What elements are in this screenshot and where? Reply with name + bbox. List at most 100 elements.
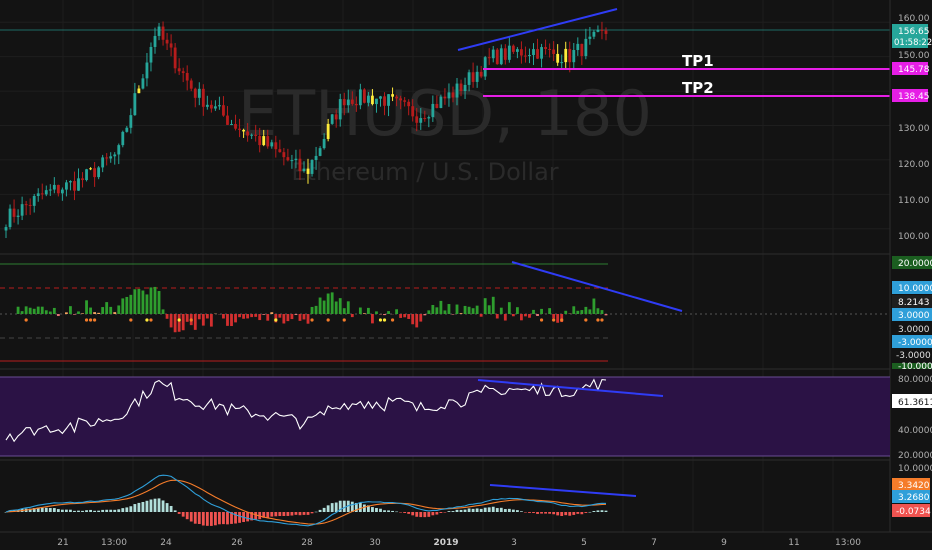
osc-bar xyxy=(157,291,161,314)
osc-bar xyxy=(73,314,76,315)
osc-dot xyxy=(596,318,600,322)
candle-body xyxy=(60,189,64,194)
rsi-band xyxy=(0,377,890,456)
osc-dot xyxy=(145,318,149,322)
candle-body xyxy=(431,103,435,118)
osc-bar xyxy=(81,313,84,314)
rsi-tick-40: 40.0000 xyxy=(898,426,932,436)
candle-body xyxy=(600,29,604,31)
osc-bar xyxy=(415,314,419,328)
osc-bar xyxy=(387,311,390,314)
time-label: 13:00 xyxy=(835,538,861,548)
macd-hist-bar xyxy=(157,498,161,512)
osc-bar xyxy=(20,311,24,314)
macd-hist-bar xyxy=(246,512,250,522)
osc-tag-cut-value: -10.0000 xyxy=(898,362,932,372)
oscillator-panel[interactable] xyxy=(0,261,890,362)
macd-trendline[interactable] xyxy=(489,484,637,497)
macd-hist-bar xyxy=(218,512,221,525)
candle-body xyxy=(338,99,342,120)
macd-hist-bar xyxy=(459,509,463,512)
macd-hist-bar xyxy=(262,512,266,518)
osc-bar xyxy=(298,314,302,321)
macd-hist-bar xyxy=(60,509,64,512)
hist-tag xyxy=(892,504,930,517)
osc-dot xyxy=(539,318,544,322)
time-axis[interactable]: 21 13:00 24 26 28 30 2019 3 5 7 9 11 13:… xyxy=(57,538,861,548)
rsi-tick-80: 80.0000 xyxy=(898,375,932,385)
macd-hist-bar xyxy=(4,512,8,513)
candle-body xyxy=(145,62,149,79)
candle-body xyxy=(515,49,519,52)
candle-body xyxy=(258,135,262,146)
osc-bar xyxy=(294,314,298,316)
main-trendline[interactable] xyxy=(457,8,618,51)
candle-body xyxy=(342,99,346,106)
candle-body xyxy=(367,95,370,103)
macd-hist-bar xyxy=(40,507,44,512)
rsi-trendline[interactable] xyxy=(477,379,664,397)
rsi-value: 61.3611 xyxy=(898,398,932,408)
macd-hist-bar xyxy=(495,508,499,512)
price-tick: 130.00 xyxy=(898,124,930,134)
osc-bar xyxy=(101,307,105,314)
candle-body xyxy=(234,124,237,129)
candle-body xyxy=(8,208,12,228)
osc-bar xyxy=(274,314,278,323)
osc-bar xyxy=(133,289,137,314)
osc-bar xyxy=(97,312,101,314)
macd-hist-bar xyxy=(101,509,105,512)
candle-body xyxy=(89,168,92,170)
osc-bar xyxy=(121,298,125,314)
rsi-panel[interactable] xyxy=(0,376,890,457)
macd-hist-bar xyxy=(487,507,491,512)
macd-hist-bar xyxy=(491,506,495,512)
candle-body xyxy=(230,124,233,126)
rsi-tick-20: 20.0000 xyxy=(898,451,932,461)
macd-hist-bar xyxy=(105,509,109,512)
macd-tag xyxy=(892,490,930,503)
osc-bar xyxy=(65,312,68,314)
osc-bar xyxy=(129,294,133,314)
osc-bar xyxy=(197,314,201,320)
candle-body xyxy=(65,182,68,190)
osc-trendline[interactable] xyxy=(511,261,683,312)
osc-bar xyxy=(306,314,310,324)
macd-hist-bar xyxy=(576,512,580,514)
macd-hist-bar xyxy=(189,512,193,522)
osc-bar xyxy=(362,313,366,314)
candle-body xyxy=(218,105,221,107)
macd-hist-bar xyxy=(193,512,197,524)
osc-bar xyxy=(411,314,415,325)
macd-hist-bar xyxy=(322,507,326,512)
price-panel[interactable]: TP1 TP2 xyxy=(0,8,890,239)
macd-hist-bar xyxy=(173,510,177,512)
macd-hist-bar xyxy=(503,509,507,512)
price-tick: 110.00 xyxy=(898,196,930,206)
macd-hist-bar xyxy=(326,505,330,512)
candle-body xyxy=(193,88,197,98)
osc-bar xyxy=(105,302,109,314)
osc-bar xyxy=(242,314,245,319)
macd-hist-bar xyxy=(125,507,129,512)
osc-tag-10-value: 10.0000 xyxy=(898,284,932,294)
candle-body xyxy=(455,83,459,98)
candle-body xyxy=(169,43,173,48)
osc-bar xyxy=(511,314,515,317)
candle-body xyxy=(97,167,101,178)
candle-body xyxy=(56,184,60,194)
candle-body xyxy=(395,96,399,99)
osc-bar xyxy=(149,287,153,314)
candle-body xyxy=(568,48,572,63)
candle-body xyxy=(588,36,592,39)
candle-body xyxy=(407,101,411,107)
candle-body xyxy=(362,89,366,103)
price-axis[interactable]: 160.00 150.00 130.00 120.00 110.00 100.0… xyxy=(892,14,932,517)
macd-hist-bar xyxy=(536,512,539,514)
macd-panel[interactable] xyxy=(4,474,637,527)
macd-hist-bar xyxy=(568,512,572,516)
osc-bar xyxy=(52,307,56,314)
macd-hist-bar xyxy=(314,511,318,513)
description-watermark: Ethereum / U.S. Dollar xyxy=(291,158,558,186)
